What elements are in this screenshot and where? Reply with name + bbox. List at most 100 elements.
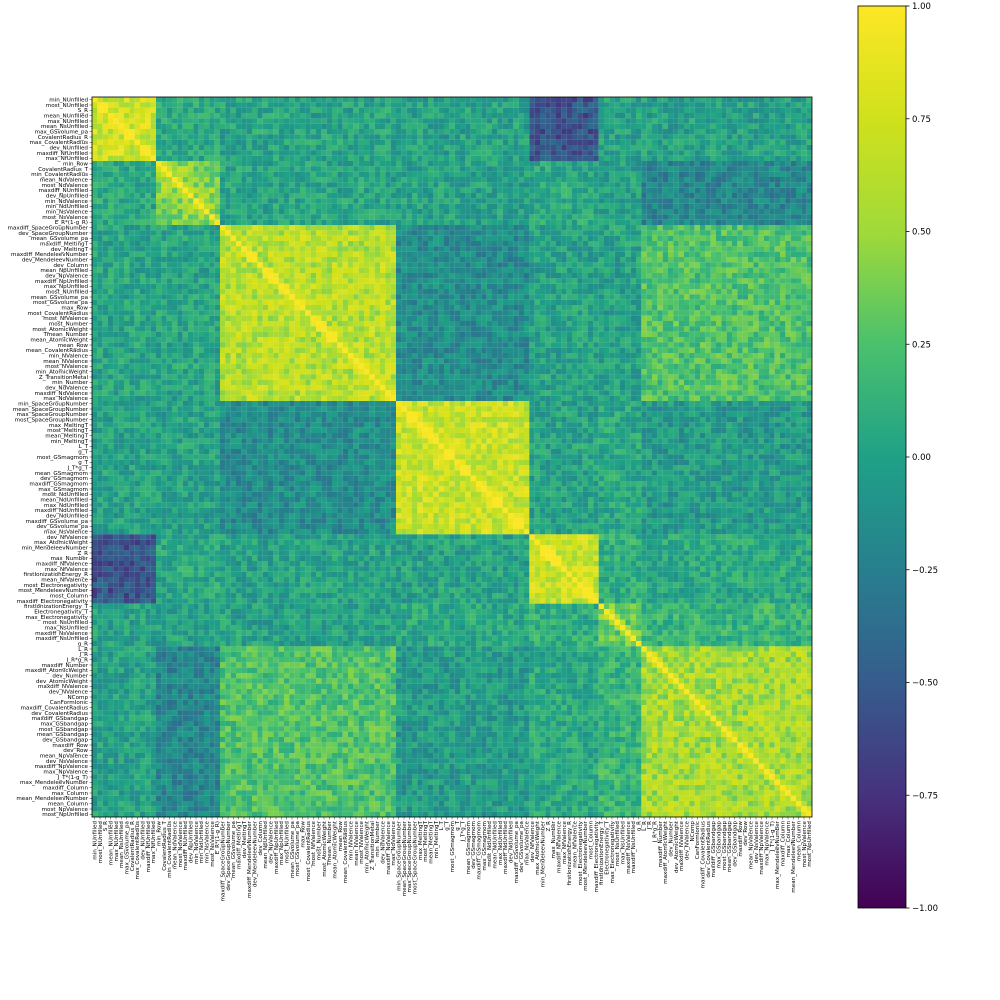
heatmap-cell <box>593 182 599 188</box>
heatmap-cell <box>716 161 722 167</box>
heatmap-cell <box>444 171 450 178</box>
heatmap-cell <box>113 171 119 178</box>
heatmap-cell <box>737 118 743 124</box>
heatmap-cell <box>97 161 103 167</box>
heatmap-cell <box>705 193 711 199</box>
heatmap-cell <box>209 198 215 204</box>
heatmap-cell <box>657 155 663 162</box>
heatmap-cell <box>257 214 263 220</box>
heatmap-cell <box>726 278 733 284</box>
heatmap-cell <box>257 246 263 252</box>
heatmap-cell <box>796 107 802 114</box>
heatmap-cell <box>449 97 455 103</box>
heatmap-cell <box>380 118 386 124</box>
heatmap-cell <box>449 278 455 284</box>
heatmap-cell <box>316 150 322 156</box>
heatmap-cell <box>444 203 450 210</box>
heatmap-cell <box>790 235 797 242</box>
heatmap-cell <box>710 257 717 263</box>
heatmap-cell <box>364 134 370 140</box>
heatmap-cell <box>214 209 221 215</box>
heatmap-cell <box>348 198 354 204</box>
heatmap-cell <box>598 209 605 215</box>
heatmap-cell <box>428 134 434 140</box>
heatmap-cell <box>785 187 791 194</box>
heatmap-cell <box>625 145 631 151</box>
heatmap-cell <box>140 193 146 199</box>
heatmap-cell <box>444 113 450 119</box>
heatmap-cell <box>742 123 749 130</box>
heatmap-cell <box>257 161 263 167</box>
heatmap-cell <box>646 203 653 210</box>
heatmap-cell <box>662 251 669 258</box>
heatmap-cell <box>657 107 663 114</box>
heatmap-cell <box>129 134 135 140</box>
heatmap-cell <box>273 283 279 290</box>
heatmap-cell <box>582 203 589 210</box>
heatmap-cell <box>422 155 429 162</box>
heatmap-cell <box>273 289 279 295</box>
heatmap-cell <box>150 273 157 279</box>
heatmap-cell <box>726 139 733 146</box>
heatmap-cell <box>396 139 402 146</box>
heatmap-cell <box>380 225 386 231</box>
heatmap-cell <box>454 145 461 151</box>
heatmap-cell <box>156 145 162 151</box>
heatmap-cell <box>502 193 509 199</box>
heatmap-cell <box>732 123 738 130</box>
heatmap-cell <box>108 155 114 162</box>
heatmap-cell <box>465 267 471 274</box>
heatmap-cell <box>337 123 343 130</box>
heatmap-cell <box>108 225 114 231</box>
heatmap-cell <box>689 193 695 199</box>
heatmap-cell <box>732 198 738 204</box>
heatmap-cell <box>145 209 151 215</box>
heatmap-cell <box>353 150 359 156</box>
heatmap-cell <box>673 123 679 130</box>
heatmap-cell <box>790 262 797 268</box>
heatmap-cell <box>140 145 146 151</box>
heatmap-cell <box>188 241 194 247</box>
heatmap-cell <box>566 283 573 290</box>
heatmap-cell <box>230 257 237 263</box>
heatmap-cell <box>577 273 583 279</box>
heatmap-cell <box>268 289 274 295</box>
heatmap-cell <box>550 97 557 103</box>
heatmap-cell <box>380 123 386 130</box>
heatmap-cell <box>204 187 210 194</box>
heatmap-cell <box>513 241 519 247</box>
heatmap-cell <box>609 187 615 194</box>
heatmap-cell <box>289 129 295 135</box>
heatmap-cell <box>561 289 567 295</box>
heatmap-cell <box>700 182 706 188</box>
heatmap-cell <box>332 193 338 199</box>
heatmap-cell <box>428 182 434 188</box>
heatmap-cell <box>732 241 738 247</box>
heatmap-cell <box>305 113 311 119</box>
heatmap-cell <box>598 241 605 247</box>
heatmap-cell <box>673 283 679 290</box>
heatmap-cell <box>326 118 333 124</box>
heatmap-cell <box>438 102 445 108</box>
heatmap-cell <box>438 289 445 295</box>
heatmap-cell <box>769 97 775 103</box>
heatmap-cell <box>545 123 551 130</box>
heatmap-cell <box>470 257 477 263</box>
heatmap-cell <box>182 123 189 130</box>
heatmap-cell <box>561 134 567 140</box>
heatmap-cell <box>524 182 530 188</box>
heatmap-cell <box>620 139 626 146</box>
heatmap-cell <box>305 145 311 151</box>
heatmap-cell <box>230 251 237 258</box>
heatmap-cell <box>518 262 525 268</box>
heatmap-cell <box>566 123 573 130</box>
heatmap-cell <box>716 246 722 252</box>
heatmap-cell <box>182 193 189 199</box>
heatmap-cell <box>364 251 370 258</box>
heatmap-cell <box>694 107 701 114</box>
heatmap-cell <box>684 193 690 199</box>
heatmap-cell <box>348 118 354 124</box>
heatmap-cell <box>529 150 535 156</box>
heatmap-cell <box>385 193 391 199</box>
heatmap-cell <box>588 150 594 156</box>
